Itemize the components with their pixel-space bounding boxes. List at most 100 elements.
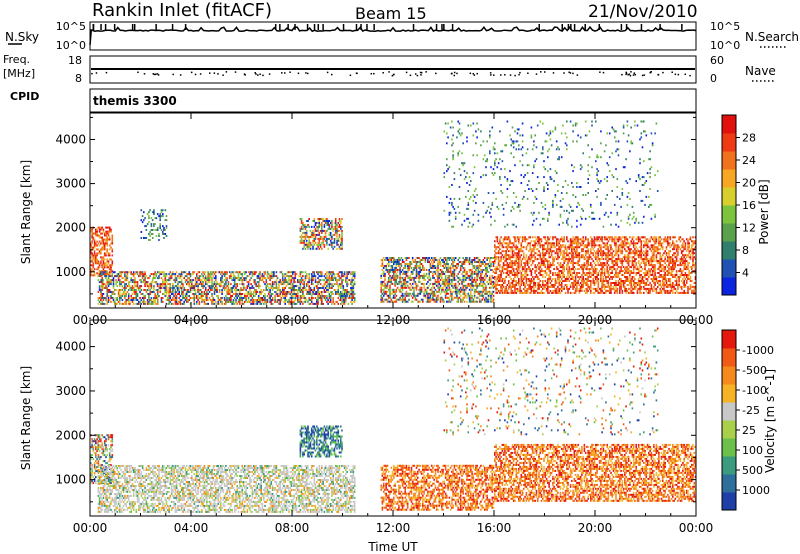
echo-cell bbox=[562, 280, 564, 282]
echo-cell bbox=[165, 293, 168, 295]
echo-cell bbox=[106, 279, 108, 282]
echo-cell bbox=[552, 244, 554, 247]
echo-cell bbox=[246, 300, 249, 303]
echo-cell bbox=[399, 276, 401, 279]
echo-cell bbox=[110, 228, 112, 231]
echo-cell bbox=[170, 273, 173, 276]
echo-cell bbox=[139, 285, 141, 288]
echo-cell bbox=[135, 293, 138, 295]
echo-cell bbox=[275, 279, 278, 282]
nave-dot bbox=[425, 71, 427, 73]
echo-cell bbox=[185, 291, 188, 293]
echo-cell bbox=[273, 271, 275, 274]
echo-cell bbox=[278, 289, 280, 291]
echo-cell bbox=[107, 238, 110, 241]
echo-cell bbox=[520, 274, 523, 276]
echo-cell bbox=[341, 300, 343, 303]
echo-cell bbox=[548, 254, 550, 257]
echo-cell bbox=[516, 287, 519, 290]
echo-cell bbox=[288, 299, 290, 301]
echo-cell bbox=[155, 275, 158, 278]
echo-cell bbox=[577, 244, 579, 247]
echo-cell bbox=[175, 300, 178, 303]
echo-cell bbox=[316, 302, 318, 305]
echo-cell bbox=[352, 289, 355, 291]
echo-cell bbox=[453, 269, 456, 271]
echo-cell bbox=[329, 300, 332, 303]
echo-cell bbox=[196, 300, 198, 303]
echo-cell bbox=[240, 299, 242, 301]
echo-cell bbox=[111, 279, 114, 282]
nave-dot bbox=[435, 72, 437, 75]
echo-cell bbox=[144, 297, 146, 299]
echo-cell bbox=[159, 227, 161, 229]
echo-cell bbox=[504, 291, 506, 294]
echo-cell bbox=[304, 227, 307, 230]
echo-cell bbox=[391, 290, 394, 293]
echo-cell bbox=[111, 254, 114, 257]
echo-cell bbox=[351, 273, 353, 276]
echo-cell bbox=[207, 302, 209, 305]
echo-cell bbox=[264, 299, 266, 301]
echo-cell bbox=[572, 236, 574, 239]
echo-cell bbox=[285, 295, 288, 297]
echo-cell bbox=[336, 233, 338, 236]
echo-cell bbox=[550, 254, 553, 257]
echo-cell bbox=[91, 236, 93, 239]
echo-cell bbox=[552, 250, 554, 253]
echo-cell bbox=[135, 299, 138, 301]
echo-cell bbox=[423, 284, 425, 287]
echo-cell bbox=[497, 252, 500, 255]
echo-cell bbox=[90, 242, 92, 245]
echo-cell bbox=[140, 299, 143, 301]
echo-cell bbox=[571, 278, 573, 280]
echo-cell bbox=[321, 235, 323, 238]
echo-cell bbox=[403, 298, 405, 301]
echo-cell bbox=[428, 278, 430, 281]
echo-cell bbox=[112, 285, 115, 288]
echo-cell bbox=[140, 231, 143, 233]
echo-cell bbox=[108, 258, 111, 261]
echo-cell bbox=[165, 285, 168, 288]
echo-cell bbox=[261, 291, 264, 293]
echo-cell bbox=[408, 286, 410, 289]
echo-cell bbox=[490, 278, 492, 281]
echo-cell bbox=[568, 244, 571, 247]
echo-cell bbox=[452, 257, 454, 259]
echo-cell bbox=[558, 240, 560, 243]
echo-cell bbox=[422, 269, 424, 271]
echo-cell bbox=[505, 258, 507, 261]
echo-cell bbox=[505, 238, 507, 241]
echo-cell bbox=[579, 287, 582, 290]
echo-cell bbox=[107, 260, 110, 263]
echo-cell bbox=[345, 299, 347, 301]
echo-cell bbox=[92, 246, 95, 249]
echo-cell bbox=[278, 302, 280, 305]
echo-cell bbox=[557, 258, 559, 261]
echo-cell bbox=[395, 261, 398, 263]
echo-cell bbox=[225, 271, 227, 274]
echo-cell bbox=[185, 279, 188, 282]
echo-cell bbox=[543, 284, 545, 286]
echo-cell bbox=[511, 268, 514, 271]
echo-cell bbox=[266, 277, 269, 280]
echo-cell bbox=[389, 284, 391, 287]
echo-cell bbox=[156, 297, 159, 299]
echo-cell bbox=[103, 297, 106, 299]
echo-cell bbox=[126, 273, 129, 276]
freq-unit-label: [MHz] bbox=[3, 67, 35, 80]
echo-cell bbox=[515, 262, 518, 265]
echo-cell bbox=[552, 262, 554, 265]
echo-cell bbox=[265, 281, 268, 284]
echo-cell bbox=[521, 282, 524, 284]
echo-cell bbox=[473, 290, 476, 293]
echo-cell bbox=[569, 284, 572, 286]
echo-cell bbox=[145, 289, 148, 291]
echo-cell bbox=[456, 263, 458, 265]
echo-cell bbox=[319, 243, 322, 246]
echo-cell bbox=[408, 276, 410, 279]
echo-cell bbox=[576, 252, 578, 255]
echo-cell bbox=[101, 232, 103, 235]
echo-cell bbox=[566, 280, 568, 282]
echo-cell bbox=[247, 293, 250, 295]
